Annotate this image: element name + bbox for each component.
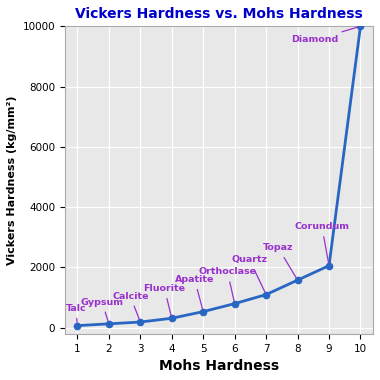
- X-axis label: Mohs Hardness: Mohs Hardness: [159, 359, 279, 373]
- Title: Vickers Hardness vs. Mohs Hardness: Vickers Hardness vs. Mohs Hardness: [75, 7, 363, 21]
- Text: Quartz: Quartz: [231, 255, 268, 292]
- Text: Orthoclase: Orthoclase: [198, 268, 256, 301]
- Text: Calcite: Calcite: [112, 291, 149, 320]
- Text: Gypsum: Gypsum: [81, 298, 124, 321]
- Text: Talc: Talc: [65, 304, 86, 323]
- Text: Topaz: Topaz: [263, 243, 296, 278]
- Text: Fluorite: Fluorite: [144, 284, 185, 315]
- Text: Apatite: Apatite: [175, 275, 214, 309]
- Text: Corundum: Corundum: [294, 222, 350, 263]
- Y-axis label: Vickers Hardness (kg/mm²): Vickers Hardness (kg/mm²): [7, 95, 17, 265]
- Text: Diamond: Diamond: [291, 27, 358, 44]
